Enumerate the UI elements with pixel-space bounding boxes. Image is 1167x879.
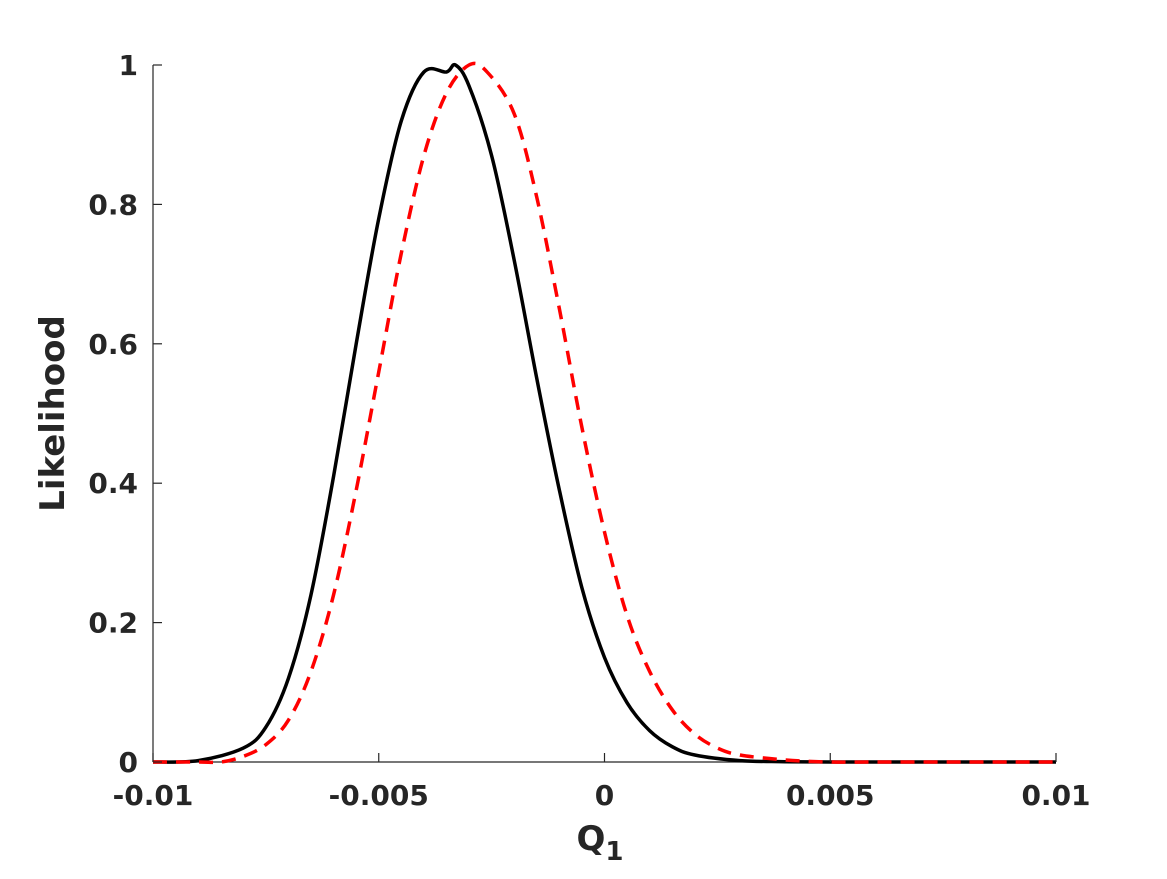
x-axis-title: Q1: [577, 819, 624, 867]
red-dashed-series-line: [153, 61, 1056, 765]
x-axis-title-main: Q: [577, 819, 606, 859]
y-tick-label: 0.4: [88, 467, 138, 500]
black-solid-series-line: [152, 62, 1056, 764]
x-tick-label: 0: [595, 779, 614, 812]
y-tick-label: 1: [119, 49, 138, 82]
y-axis-title: Likelihood: [33, 315, 73, 512]
y-tick-label: 0.8: [88, 188, 138, 221]
y-tick-label: 0.6: [88, 328, 138, 361]
series-layer: [152, 61, 1056, 765]
x-tick-label: 0.005: [786, 779, 875, 812]
x-axis-title-subscript: 1: [605, 837, 623, 867]
x-tick-label: -0.01: [113, 779, 194, 812]
y-tick-label: 0: [119, 746, 138, 779]
y-tick-label: 0.2: [88, 607, 138, 640]
ticks: -0.01 -0.005 0 0.005 0.01 0 0.2 0.4 0.6 0.8 1: [88, 49, 1090, 812]
x-tick-label: 0.01: [1021, 779, 1090, 812]
x-tick-label: -0.005: [329, 779, 429, 812]
